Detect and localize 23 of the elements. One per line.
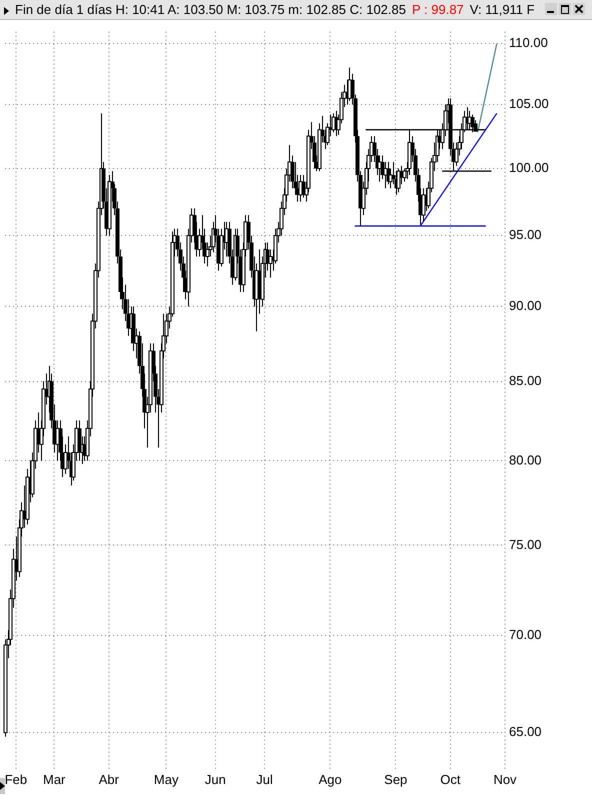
x-tick-label: Feb [4, 772, 28, 787]
chart-title: Fin de día 1 días H: 10:41 A: 103.50 M: 103.75 m: 102.85 C: 102.85 [15, 2, 406, 17]
y-tick-label: 110.00 [509, 35, 548, 50]
y-tick-label: 100.00 [509, 160, 549, 176]
y-tick-label: 65.00 [509, 724, 542, 740]
x-tick-label: Jul [256, 772, 273, 787]
x-tick-label: Nov [493, 772, 518, 787]
x-tick-label: Sep [384, 772, 408, 787]
y-tick-label: 75.00 [509, 536, 542, 552]
x-tick-label: Mar [42, 772, 66, 787]
chart-subtitle: P : 99.87 [412, 2, 464, 17]
x-tick-label: May [154, 772, 179, 787]
y-tick-label: 70.00 [509, 627, 542, 642]
x-tick-label: Abr [98, 772, 120, 787]
y-tick-label: 80.00 [509, 452, 542, 468]
y-tick-label: 105.00 [509, 96, 549, 112]
x-tick-label: Jun [204, 772, 226, 787]
y-tick-label: 85.00 [509, 372, 542, 388]
y-tick-label: 95.00 [509, 227, 542, 242]
x-tick-label: Oct [440, 772, 461, 787]
x-tick-label: Ago [318, 772, 342, 787]
text: V: 11,911 F [470, 2, 535, 17]
y-tick-label: 90.00 [509, 298, 542, 314]
